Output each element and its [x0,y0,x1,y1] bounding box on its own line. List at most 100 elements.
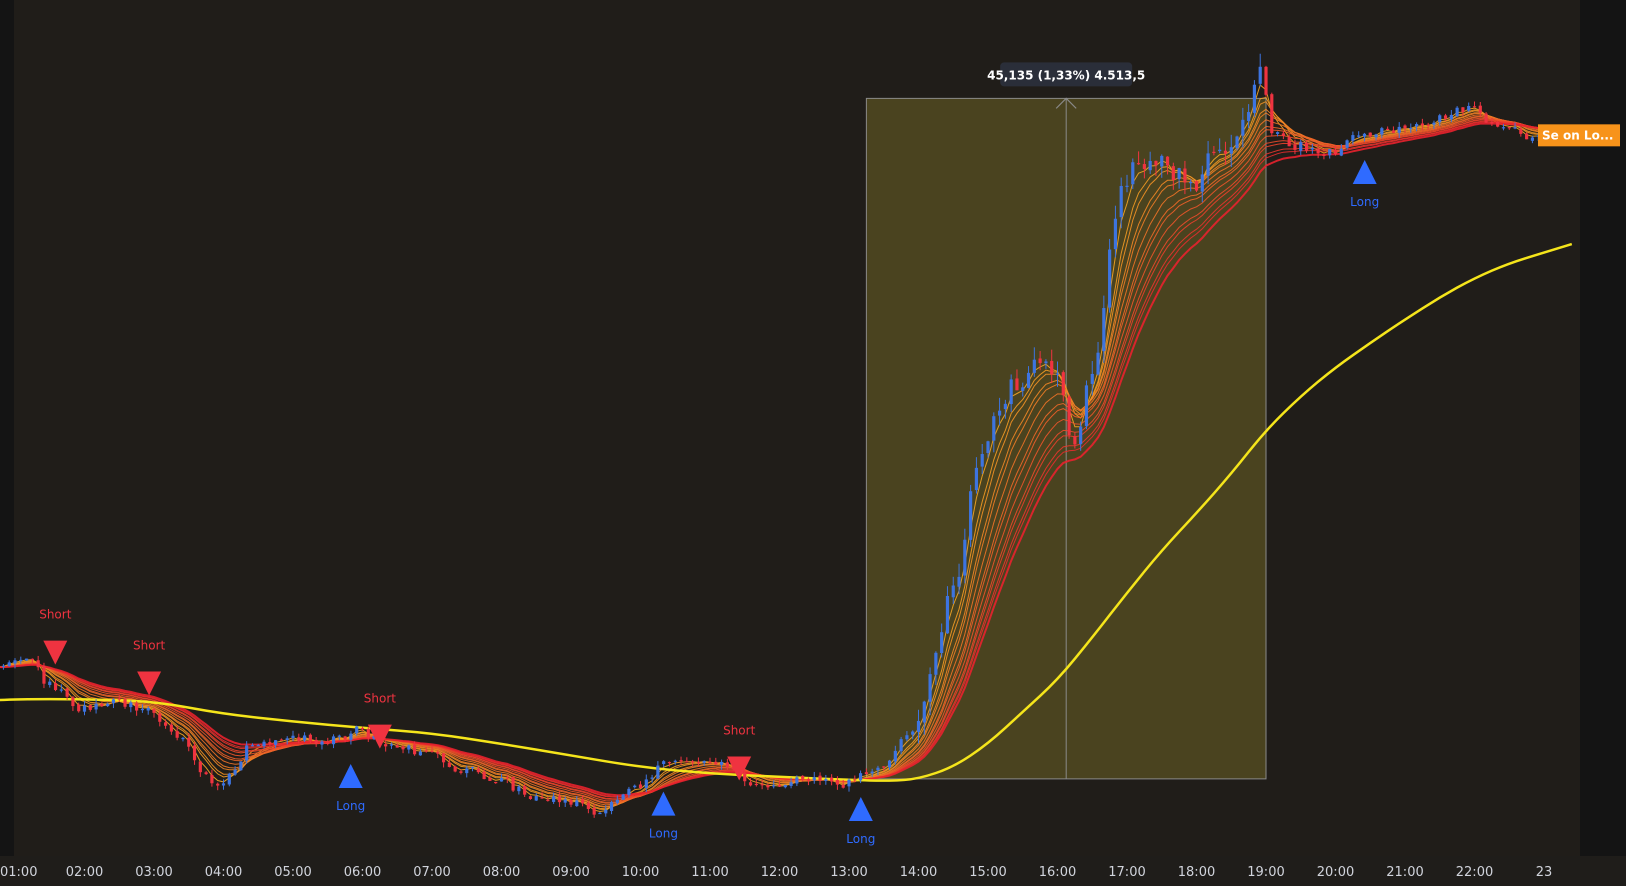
candle [1496,121,1500,128]
candle [685,757,689,763]
candle [488,775,492,782]
candle-body [1183,168,1187,183]
candle [569,798,573,808]
long-arrow-icon [651,791,676,816]
candle [384,739,388,752]
candle-body [7,662,11,667]
candle [1223,141,1228,165]
candle-body [604,809,608,814]
candle-body [887,760,892,768]
time-tick-label: 10:00 [622,865,659,880]
candle-body [297,737,301,742]
candle [789,777,793,789]
candle-body [685,761,689,763]
candle [227,772,231,787]
candle [407,744,411,754]
candle [1235,135,1239,151]
candle [1021,382,1025,397]
candle-body [1108,249,1112,308]
candle-body [146,707,150,711]
short-arrow-icon [727,756,752,781]
time-tick-label: 06:00 [344,865,381,880]
candle-body [337,735,341,737]
candle [986,440,990,458]
candle [1015,369,1019,391]
candle-body [986,441,990,454]
candle [320,740,324,750]
candle-body [1079,426,1083,445]
candle [77,702,81,713]
candle-body [505,777,509,779]
short-arrow-icon [367,724,392,749]
candle-body [413,744,417,755]
candle-body [256,745,260,747]
candle-body [1026,372,1031,388]
candle-body [1507,127,1511,129]
candle [65,687,69,700]
candle-body [291,735,295,739]
candle [627,786,631,798]
candle-body [766,785,770,788]
time-tick-label: 02:00 [66,865,103,880]
candle [1455,106,1459,117]
candle-body [1490,122,1494,124]
candle-body [621,794,625,800]
candle-body [285,738,289,740]
candle-body [563,799,567,803]
time-tick-label: 20:00 [1317,865,1354,880]
candle [1351,131,1355,145]
candle [1368,132,1372,138]
time-axis[interactable]: 01:00 02:00 03:00 04:00 05:00 06:00 07:00 08:00… [0,865,1552,880]
candle [534,793,538,801]
candle-body [1525,133,1529,140]
candle [106,702,110,708]
candle [436,750,440,759]
candle [250,743,255,747]
candle-body [1073,436,1077,445]
candle-body [1316,148,1320,154]
candle-body [592,807,596,815]
candle [1275,131,1280,137]
candle-body [876,767,880,771]
candle-body [1461,107,1465,113]
candle [1258,53,1262,87]
ribbon-group [0,84,1556,813]
candle-body [916,720,921,732]
candle-body [830,777,834,782]
candles-group [1,53,1558,818]
time-tick-label: 22:00 [1456,865,1493,880]
candle [1067,395,1071,439]
candle-body [528,796,533,799]
candle [980,443,984,475]
time-tick-label: 01:00 [0,865,37,880]
candle [1084,380,1089,430]
candle-body [1194,181,1199,191]
candle-body [696,762,701,764]
candle [899,736,903,755]
candle-body [1,665,6,667]
candle-body [1148,160,1152,171]
candle-body [42,665,46,684]
measure-tool[interactable]: 45,135 (1,33%) 4.513,5 [865,62,1267,780]
candle-body [418,751,423,756]
candle [314,737,318,747]
candle-body [250,745,255,747]
candle-body [30,658,34,661]
candle [1142,158,1146,179]
time-tick-label: 18:00 [1178,865,1215,880]
time-tick-label: 21:00 [1386,865,1423,880]
candle-body [1513,127,1517,129]
candle-body [1472,106,1477,108]
candle-body [1310,147,1314,150]
candle-body [1287,137,1291,147]
candle-body [633,785,637,788]
candle [285,736,289,745]
candle [754,779,758,787]
candle-body [1223,150,1228,154]
candle-body [1241,119,1245,136]
candle-body [308,734,312,742]
candle [1409,123,1413,133]
candle [1125,174,1129,193]
